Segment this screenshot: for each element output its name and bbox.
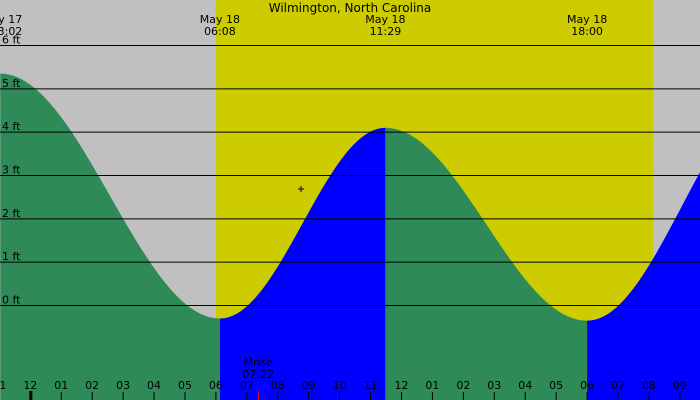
- x-tick-label: 05: [549, 379, 563, 392]
- x-tick-label: 06: [209, 379, 223, 392]
- y-axis-labels: 6 ft 5 ft 4 ft 3 ft 2 ft 1 ft 0 ft: [2, 34, 21, 307]
- y-tick-label: 2 ft: [2, 207, 21, 220]
- chart-title: Wilmington, North Carolina: [269, 1, 432, 15]
- x-tick-label: 12: [395, 379, 409, 392]
- x-tick-label: 03: [487, 379, 501, 392]
- x-tick-label: 08: [642, 379, 656, 392]
- gridlines: [0, 45, 700, 306]
- x-tick-label: 08: [271, 379, 285, 392]
- extreme-date-label: May 18: [567, 13, 607, 26]
- x-axis: 11 12 01 02 03 04 05 06 07 08 09 10 11 12 01 02 03 04 05 06…: [0, 379, 687, 400]
- y-tick-label: 0 ft: [2, 294, 21, 307]
- extreme-time-label: 11:29: [370, 25, 402, 38]
- rising-tide-segment: [587, 172, 700, 400]
- y-tick-label: 6 ft: [2, 34, 21, 47]
- extreme-time-label: 23:02: [0, 25, 22, 38]
- x-tick-label: 06: [580, 379, 594, 392]
- y-tick-label: 4 ft: [2, 120, 21, 133]
- x-tick-label: 04: [518, 379, 532, 392]
- x-tick-label: 07: [611, 379, 625, 392]
- x-tick-label: 12: [23, 379, 37, 392]
- x-tick-label: 01: [425, 379, 439, 392]
- y-tick-label: 1 ft: [2, 250, 21, 263]
- x-tick-label: 09: [302, 379, 316, 392]
- extreme-time-label: 18:00: [571, 25, 603, 38]
- x-tick-label: 05: [178, 379, 192, 392]
- x-tick-label: 01: [54, 379, 68, 392]
- x-tick-label: 11: [364, 379, 378, 392]
- y-tick-label: 3 ft: [2, 164, 21, 177]
- midnight-marker: [29, 391, 33, 400]
- y-tick-label: 5 ft: [2, 77, 21, 90]
- falling-tide-segment: [0, 73, 220, 400]
- x-tick-label: 04: [147, 379, 161, 392]
- falling-tide-segment: [385, 127, 588, 400]
- tide-area: [0, 73, 700, 400]
- x-tick-label: 03: [116, 379, 130, 392]
- x-tick-label: 09: [673, 379, 687, 392]
- moonrise-time-label: 07:22: [242, 368, 274, 381]
- x-tick-label: 02: [85, 379, 99, 392]
- extreme-date-label: May 18: [200, 13, 240, 26]
- x-tick-label: 07: [240, 379, 254, 392]
- extreme-time-label: 06:08: [204, 25, 236, 38]
- moonrise-label: Mrise: [243, 356, 273, 369]
- x-tick-label: 11: [0, 379, 6, 392]
- extreme-date-label: May 17: [0, 13, 22, 26]
- rising-tide-segment: [219, 127, 386, 400]
- extreme-date-label: May 18: [365, 13, 405, 26]
- x-tick-label: 10: [333, 379, 347, 392]
- x-tick-label: 02: [456, 379, 470, 392]
